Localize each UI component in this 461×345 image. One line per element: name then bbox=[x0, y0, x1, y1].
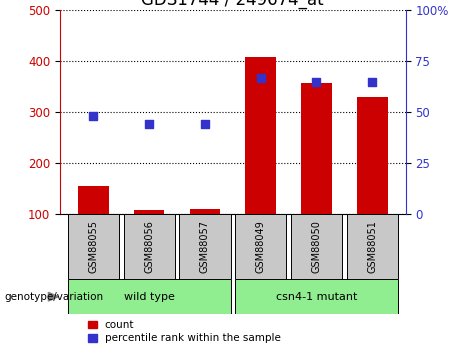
Text: GSM88055: GSM88055 bbox=[89, 220, 98, 273]
Point bbox=[201, 121, 209, 127]
Point bbox=[257, 75, 264, 80]
Text: GSM88049: GSM88049 bbox=[256, 220, 266, 273]
Bar bbox=[357, 97, 388, 214]
Bar bbox=[235, 279, 398, 314]
Bar bbox=[235, 214, 286, 279]
Bar bbox=[68, 279, 230, 314]
Point bbox=[368, 79, 376, 84]
Point bbox=[90, 114, 97, 119]
Text: GSM88051: GSM88051 bbox=[367, 220, 377, 273]
Text: GSM88050: GSM88050 bbox=[312, 220, 321, 273]
Bar bbox=[179, 214, 230, 279]
Bar bbox=[78, 186, 109, 214]
Bar bbox=[124, 214, 175, 279]
Bar bbox=[347, 214, 398, 279]
Bar bbox=[301, 83, 332, 214]
Bar bbox=[68, 214, 119, 279]
Point bbox=[313, 79, 320, 84]
Text: GSM88057: GSM88057 bbox=[200, 220, 210, 273]
Bar bbox=[189, 209, 220, 214]
Legend: count, percentile rank within the sample: count, percentile rank within the sample bbox=[88, 320, 281, 343]
Text: genotype/variation: genotype/variation bbox=[5, 292, 104, 302]
Bar bbox=[245, 57, 276, 214]
Text: GSM88056: GSM88056 bbox=[144, 220, 154, 273]
Title: GDS1744 / 249674_at: GDS1744 / 249674_at bbox=[142, 0, 324, 9]
Text: csn4-1 mutant: csn4-1 mutant bbox=[276, 292, 357, 302]
Bar bbox=[291, 214, 342, 279]
Point bbox=[146, 121, 153, 127]
Bar bbox=[134, 210, 165, 214]
Text: wild type: wild type bbox=[124, 292, 175, 302]
